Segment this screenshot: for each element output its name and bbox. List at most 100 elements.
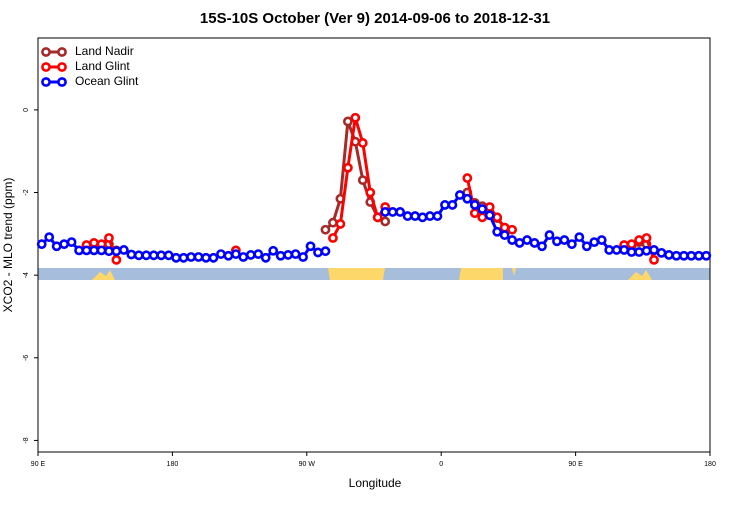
data-point <box>686 250 697 261</box>
data-point <box>507 224 518 235</box>
data-point <box>342 162 353 173</box>
land-area <box>459 268 503 280</box>
data-point <box>380 216 391 227</box>
data-point <box>514 238 525 248</box>
legend-label: Land Glint <box>75 59 130 73</box>
data-point <box>537 241 547 252</box>
data-point <box>298 252 308 262</box>
data-point <box>499 222 510 233</box>
data-point <box>253 249 264 259</box>
data-point <box>283 250 294 260</box>
data-point <box>664 250 674 260</box>
data-point <box>671 250 682 261</box>
data-point <box>178 252 189 263</box>
legend-marker <box>57 47 67 57</box>
data-point <box>649 254 659 265</box>
data-point <box>574 232 585 243</box>
data-point <box>156 250 167 261</box>
data-point <box>245 250 256 260</box>
data-point <box>238 252 249 262</box>
data-point <box>410 211 420 221</box>
x-tick-label: 0 <box>439 461 443 468</box>
data-point <box>432 211 443 221</box>
data-point <box>89 245 99 256</box>
data-point <box>342 116 353 127</box>
data-point <box>133 250 144 261</box>
data-point <box>641 245 652 256</box>
data-point <box>208 252 219 263</box>
y-tick-label: -8 <box>23 437 30 443</box>
data-point <box>469 200 480 210</box>
data-point <box>626 247 637 257</box>
data-point <box>693 250 704 261</box>
data-point <box>223 250 234 261</box>
data-point <box>454 190 465 200</box>
data-point <box>126 249 137 260</box>
data-point <box>380 207 391 217</box>
data-point <box>357 175 368 186</box>
data-point <box>634 235 644 245</box>
data-point <box>678 250 689 261</box>
data-point <box>320 246 331 257</box>
data-point <box>425 211 435 221</box>
legend-marker <box>41 62 51 72</box>
data-point <box>604 245 615 255</box>
data-point <box>447 200 458 210</box>
data-point <box>328 217 338 228</box>
data-point <box>320 224 331 235</box>
series <box>36 190 712 263</box>
data-point <box>649 245 659 255</box>
data-point <box>357 138 368 148</box>
data-point <box>350 112 361 123</box>
legend-marker <box>41 47 51 57</box>
data-point <box>596 235 607 245</box>
data-point <box>477 204 488 214</box>
data-point <box>74 245 84 256</box>
data-point <box>268 245 279 256</box>
data-point <box>462 193 473 204</box>
data-point <box>499 230 510 240</box>
plot-frame <box>37 37 711 453</box>
data-point <box>387 207 398 217</box>
data-point <box>402 211 413 221</box>
data-point <box>365 187 376 198</box>
data-point <box>44 232 55 243</box>
data-point <box>634 247 644 257</box>
data-point <box>440 200 450 210</box>
x-tick-label: 180 <box>167 461 179 468</box>
data-point <box>656 247 667 258</box>
chart-title: 15S-10S October (Ver 9) 2014-09-06 to 20… <box>200 10 550 27</box>
data-point <box>619 245 630 255</box>
x-tick-label: 90 W <box>299 461 316 468</box>
data-point <box>328 233 338 243</box>
legend-marker <box>41 77 51 87</box>
data-point <box>148 250 159 261</box>
data-point <box>611 245 622 255</box>
x-axis-label: Longitude <box>349 476 402 490</box>
data-point <box>201 252 211 263</box>
data-point <box>507 235 518 245</box>
y-tick-label: -6 <box>23 355 30 361</box>
data-point <box>111 254 122 265</box>
data-point <box>559 235 570 245</box>
data-point <box>290 249 301 259</box>
data-point <box>59 239 70 250</box>
data-point <box>701 250 712 261</box>
y-tick-label: -4 <box>23 272 30 278</box>
data-point <box>492 212 503 223</box>
data-point <box>641 233 652 243</box>
y-tick-label: 0 <box>23 108 30 112</box>
data-point <box>275 250 286 261</box>
legend-label: Ocean Glint <box>75 74 139 88</box>
data-point <box>417 212 428 223</box>
data-point <box>96 245 107 256</box>
data-point <box>104 246 114 257</box>
x-tick-label: 180 <box>704 461 716 468</box>
data-point <box>305 241 316 252</box>
data-point <box>163 250 174 261</box>
data-point <box>469 208 480 219</box>
data-point <box>335 219 346 229</box>
data-point <box>118 245 129 255</box>
data-point <box>529 238 540 248</box>
